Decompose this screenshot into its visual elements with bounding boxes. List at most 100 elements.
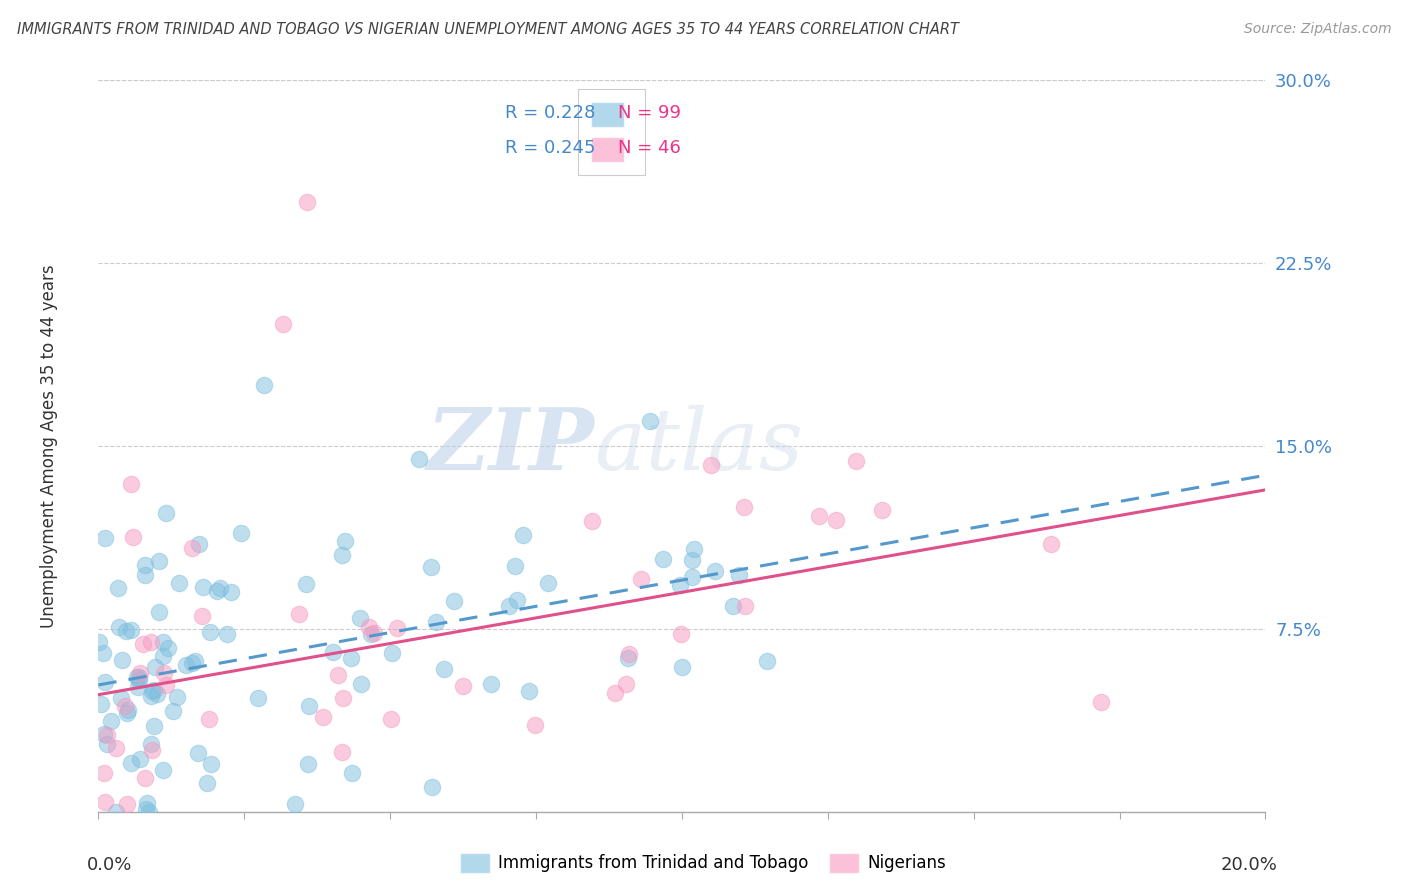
Point [312,710,335,724]
Point [134,568,156,582]
Point [505,593,527,607]
Point [681,570,703,584]
Point [451,680,474,694]
Point [208,582,231,596]
Point [219,584,242,599]
Point [617,650,640,665]
Point [517,684,540,698]
Point [115,706,138,720]
Point [136,796,159,810]
Point [96,737,118,751]
Point [408,451,430,466]
Point [704,564,727,578]
Point [616,676,638,690]
Point [246,691,269,706]
Point [187,536,209,550]
Text: atlas: atlas [595,405,803,487]
Point [381,646,404,660]
Legend: Immigrants from Trinidad and Tobago, Nigerians: Immigrants from Trinidad and Tobago, Nig… [454,847,952,880]
Point [108,620,131,634]
Point [197,713,219,727]
Text: 0.0%: 0.0% [87,855,132,873]
Point [198,625,221,640]
Point [91,646,114,660]
Point [342,766,364,780]
Point [148,554,170,568]
Point [155,678,177,692]
Point [141,635,163,649]
Point [87,635,110,649]
Point [669,578,692,592]
Point [111,653,134,667]
Point [1090,695,1112,709]
Point [128,673,150,688]
Point [807,508,830,523]
Point [433,663,456,677]
Point [94,531,117,545]
Point [153,666,176,681]
Point [638,414,661,428]
Point [141,683,163,698]
Point [755,654,778,668]
Point [682,541,704,556]
Point [271,317,294,331]
Point [479,677,502,691]
Point [349,611,371,625]
Point [295,195,318,210]
Point [288,607,311,621]
Point [723,599,745,613]
Text: IMMIGRANTS FROM TRINIDAD AND TOBAGO VS NIGERIAN UNEMPLOYMENT AMONG AGES 35 TO 44: IMMIGRANTS FROM TRINIDAD AND TOBAGO VS N… [17,22,959,37]
Point [114,699,136,714]
Point [671,660,693,674]
Legend: , : , [578,89,645,175]
Point [104,805,127,819]
Point [162,704,184,718]
Point [205,583,228,598]
Point [152,764,174,778]
Point [181,656,204,670]
Point [420,559,443,574]
Point [537,576,560,591]
Point [94,795,117,809]
Point [148,605,170,619]
Point [360,627,382,641]
Point [143,660,166,674]
Point [96,728,118,742]
Point [363,625,385,640]
Point [332,690,354,705]
Point [132,637,155,651]
Point [617,647,640,661]
Point [734,599,756,613]
Point [184,654,207,668]
Point [93,766,115,780]
Point [699,458,721,472]
Point [297,757,319,772]
Point [872,503,894,517]
Point [422,780,444,794]
Point [120,477,142,491]
Text: 20.0%: 20.0% [1220,855,1277,873]
Point [138,805,160,819]
Point [120,756,142,771]
Point [524,717,547,731]
Point [134,771,156,785]
Text: R = 0.245: R = 0.245 [505,138,595,157]
Point [127,680,149,694]
Point [512,528,534,542]
Text: Source: ZipAtlas.com: Source: ZipAtlas.com [1244,22,1392,37]
Point [155,506,177,520]
Point [1040,537,1063,551]
Point [191,609,214,624]
Point [120,623,142,637]
Point [339,650,361,665]
Point [156,641,179,656]
Point [298,699,321,714]
Point [294,577,316,591]
Point [181,541,204,555]
Point [90,697,112,711]
Point [191,581,214,595]
Point [387,621,409,635]
Point [176,658,198,673]
Point [167,576,190,591]
Point [581,514,603,528]
